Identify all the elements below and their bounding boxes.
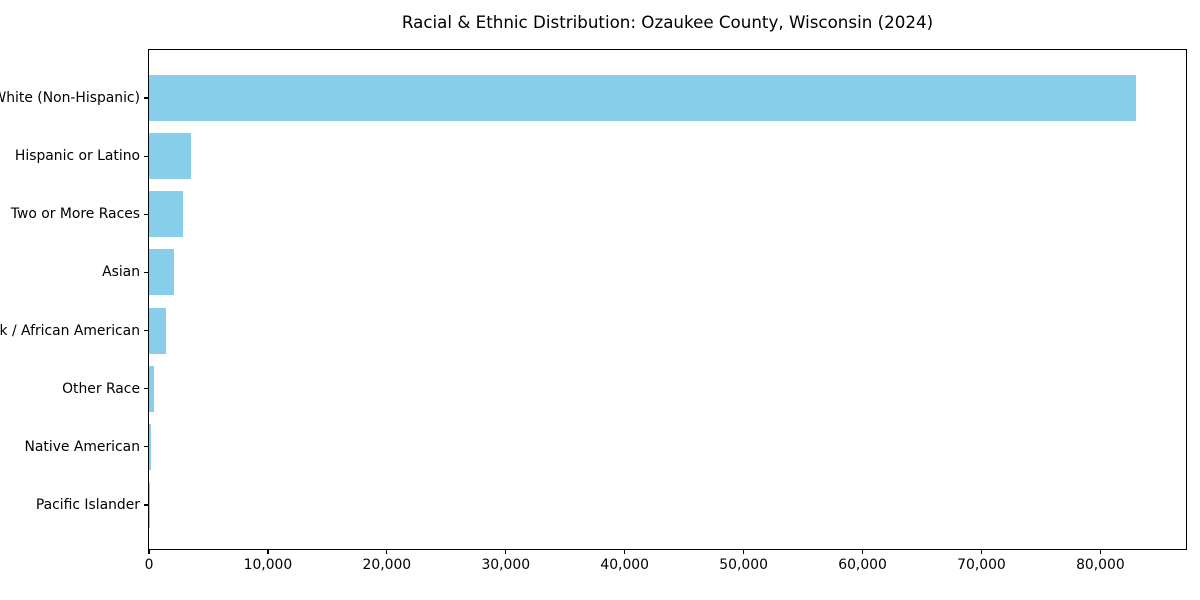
x-tick-mark <box>505 550 507 554</box>
y-label-black-african-american: Black / African American <box>0 322 140 339</box>
bar-hispanic-or-latino <box>149 133 191 180</box>
y-label-asian: Asian <box>102 264 140 281</box>
y-label-two-or-more-races: Two or More Races <box>10 206 140 223</box>
y-tick-mark <box>144 97 148 99</box>
x-tick-mark <box>861 550 864 554</box>
y-tick-mark <box>144 271 148 274</box>
plot-area: 0 10,000 20,000 30,000 40,000 50,000 60,000 70,… <box>144 49 1187 573</box>
bar-other-race <box>149 365 154 412</box>
y-tick-mark <box>144 446 148 448</box>
y-tick-mark <box>144 388 148 390</box>
y-label-pacific-islander: Pacific Islander <box>35 497 140 513</box>
y-label-hispanic-or-latino: Hispanic or Latino <box>14 148 140 165</box>
x-tick-label-80000: 80,000 <box>1076 557 1125 573</box>
chart-title: Racial & Ethnic Distribution: Ozaukee Co… <box>401 12 934 32</box>
bar-native-american <box>149 423 152 470</box>
x-tick-label-50000: 50,000 <box>719 557 768 573</box>
x-tick-label-10000: 10,000 <box>243 557 293 573</box>
x-tick-label-70000: 70,000 <box>957 557 1006 573</box>
x-tick-label-0: 0 <box>144 557 154 573</box>
bar-white-non-hispanic <box>149 75 1137 121</box>
x-tick-mark <box>267 550 269 554</box>
x-tick-label-40000: 40,000 <box>600 557 649 573</box>
x-tick-mark <box>980 550 983 554</box>
bar-asian <box>149 249 174 296</box>
x-tick-label-60000: 60,000 <box>838 557 887 573</box>
bar-two-or-more-races <box>149 191 183 238</box>
y-tick-mark <box>144 329 148 332</box>
x-tick-mark <box>148 550 150 554</box>
bar-black-african-american <box>149 307 166 354</box>
y-tick-mark <box>144 213 148 215</box>
x-tick-mark <box>743 550 745 554</box>
x-tick-label-20000: 20,000 <box>362 557 412 573</box>
x-tick-label-30000: 30,000 <box>481 557 531 573</box>
y-tick-mark <box>144 155 148 157</box>
y-tick-mark <box>144 504 148 506</box>
y-label-native-american: Native American <box>24 438 141 455</box>
x-tick-mark <box>386 550 388 554</box>
y-label-other-race: Other Race <box>62 380 140 397</box>
x-tick-mark <box>1099 550 1101 554</box>
x-tick-mark <box>624 550 626 554</box>
y-label-white-non-hispanic: White (Non-Hispanic) <box>0 90 140 106</box>
y-axis-labels: White (Non-Hispanic) Hispanic or Latino Tw… <box>0 50 140 549</box>
